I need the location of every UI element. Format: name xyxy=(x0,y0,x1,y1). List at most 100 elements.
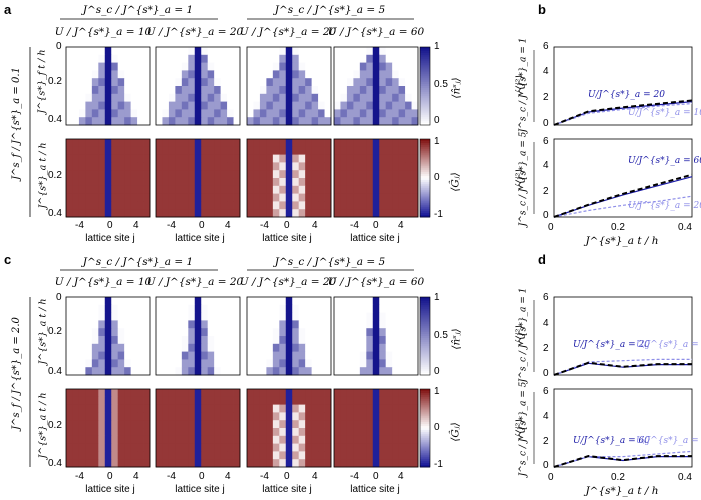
c-n-u10-cell xyxy=(98,343,106,352)
a-g-u60-cell xyxy=(346,139,354,148)
a-g-u20b-cell xyxy=(253,193,261,202)
c-g-u10-cell xyxy=(117,428,125,437)
a-n-u60-cell xyxy=(340,109,348,118)
a-n-u60-frame xyxy=(333,46,419,126)
c-n-u60-cell xyxy=(411,336,419,345)
c-n-u20-cell xyxy=(168,359,176,368)
a-g-u20b-cell xyxy=(311,162,319,171)
c-g-u20-cell xyxy=(214,389,222,398)
c-n-u10-cell xyxy=(104,343,112,352)
c-g-u20-cell xyxy=(220,404,228,413)
a-g-u10-cell xyxy=(137,178,144,187)
a-n-u10-cell xyxy=(137,101,144,110)
xtick-c1-0: 0 xyxy=(107,471,113,482)
a-g-u60-cell xyxy=(372,178,380,187)
c-g-u20b-cell xyxy=(247,443,254,452)
a-g-u10-cell xyxy=(78,170,86,179)
row-label-a-top: J^{s*}_f t / h xyxy=(36,49,48,114)
c-n-u20b-cell xyxy=(318,328,325,337)
a-g-u60-cell xyxy=(411,170,419,179)
c-n-u20-cell xyxy=(168,367,176,376)
b-xtick-0: 0 xyxy=(548,222,554,233)
c-n-u20-cell xyxy=(175,367,183,376)
a-g-u20b-cell xyxy=(292,162,300,171)
a-g-u20b-cell xyxy=(259,162,267,171)
c-g-u20b-cell xyxy=(285,404,293,413)
a-g-u20b-cell xyxy=(247,139,254,148)
c-n-u20b-cell xyxy=(253,367,261,376)
c-g-u60-cell xyxy=(398,396,406,405)
c-g-u20-cell xyxy=(207,412,215,421)
a-n-u20-cell xyxy=(194,70,202,79)
cbar-n-c-seg xyxy=(420,359,430,362)
a-n-u20b-cell xyxy=(247,54,254,63)
c-g-u60-cell xyxy=(334,412,341,421)
cbar-g-a-seg xyxy=(420,195,430,198)
a-n-u60-cell xyxy=(359,78,367,87)
cbar-n-c-seg xyxy=(420,373,430,376)
a-g-u20-cell xyxy=(175,193,183,202)
a-g-u10-cell xyxy=(117,178,125,187)
c-n-u20-cell xyxy=(194,304,202,313)
cbar-g-c-seg xyxy=(420,420,430,423)
c-n-u20-cell xyxy=(220,359,228,368)
d-bot-sqrt: √⟨j²⟩ xyxy=(515,418,527,441)
c-g-u60-cell xyxy=(379,389,387,398)
c-g-u20-cell xyxy=(168,428,176,437)
c-n-u60-cell xyxy=(346,359,354,368)
a-n-u10-cell xyxy=(130,54,138,63)
c-n-u10-cell xyxy=(124,336,132,345)
a-g-u20-cell xyxy=(181,162,189,171)
a-g-u60-cell xyxy=(398,178,406,187)
a-n-u20-cell xyxy=(194,93,202,102)
c-n-u10-cell xyxy=(72,336,80,345)
c-g-u60-cell xyxy=(411,420,419,429)
a-g-u10-cell xyxy=(130,139,138,148)
c-g-u10-cell xyxy=(117,420,125,429)
c-g-u20b-cell xyxy=(266,420,274,429)
c-n-u10-cell xyxy=(72,312,80,321)
cbar-g-c-seg xyxy=(420,408,430,411)
c-n-u60-cell xyxy=(385,320,393,329)
a-n-u20-cell xyxy=(233,109,241,118)
a-g-u20b-cell xyxy=(253,154,261,163)
a-n-u20b-cell xyxy=(259,117,267,126)
cbar-g-c-seg xyxy=(420,422,430,425)
a-n-u20-cell xyxy=(220,78,228,87)
a-g-u20b-cell xyxy=(311,193,319,202)
a-n-u20b-cell xyxy=(259,47,267,56)
a-g-u10-cell xyxy=(111,209,119,218)
a-g-u10-cell xyxy=(78,201,86,210)
a-n-u60-cell xyxy=(411,54,419,63)
a-n-u60-cell xyxy=(398,101,406,110)
c-n-u20b-cell xyxy=(285,336,293,345)
c-n-u20-cell xyxy=(168,320,176,329)
c-n-u20-cell xyxy=(220,367,228,376)
c-n-u20-cell xyxy=(227,359,234,368)
c-g-u20-cell xyxy=(201,459,209,468)
a-g-u10-cell xyxy=(124,185,132,194)
a-g-u60-cell xyxy=(353,170,361,179)
a-g-u20-cell xyxy=(156,209,163,218)
c-g-u20-cell xyxy=(175,428,183,437)
c-g-u10-cell xyxy=(117,435,125,444)
c-n-u20b-cell xyxy=(324,351,332,360)
a-g-u10-cell xyxy=(85,170,93,179)
a-g-u10-cell xyxy=(85,178,93,187)
c-g-u60-cell xyxy=(346,459,354,468)
a-g-u20b-cell xyxy=(298,178,306,187)
a-n-u60-cell xyxy=(379,78,387,87)
c-g-u10-cell xyxy=(104,389,112,398)
a-n-u10-cell xyxy=(98,101,106,110)
a-n-u20-cell xyxy=(194,86,202,95)
cbar-n-c-seg xyxy=(420,298,430,302)
a-g-u10-cell xyxy=(85,154,93,163)
a-g-u20-cell xyxy=(168,185,176,194)
a-n-u20b-cell xyxy=(253,62,261,71)
c-g-u60-cell xyxy=(359,443,367,452)
a-g-u60-cell xyxy=(353,146,361,155)
c-n-u10-cell xyxy=(117,312,125,321)
a-n-u60-cell xyxy=(366,70,374,79)
a-n-u60-cell xyxy=(379,62,387,71)
xtick-c3-0: 0 xyxy=(284,471,290,482)
